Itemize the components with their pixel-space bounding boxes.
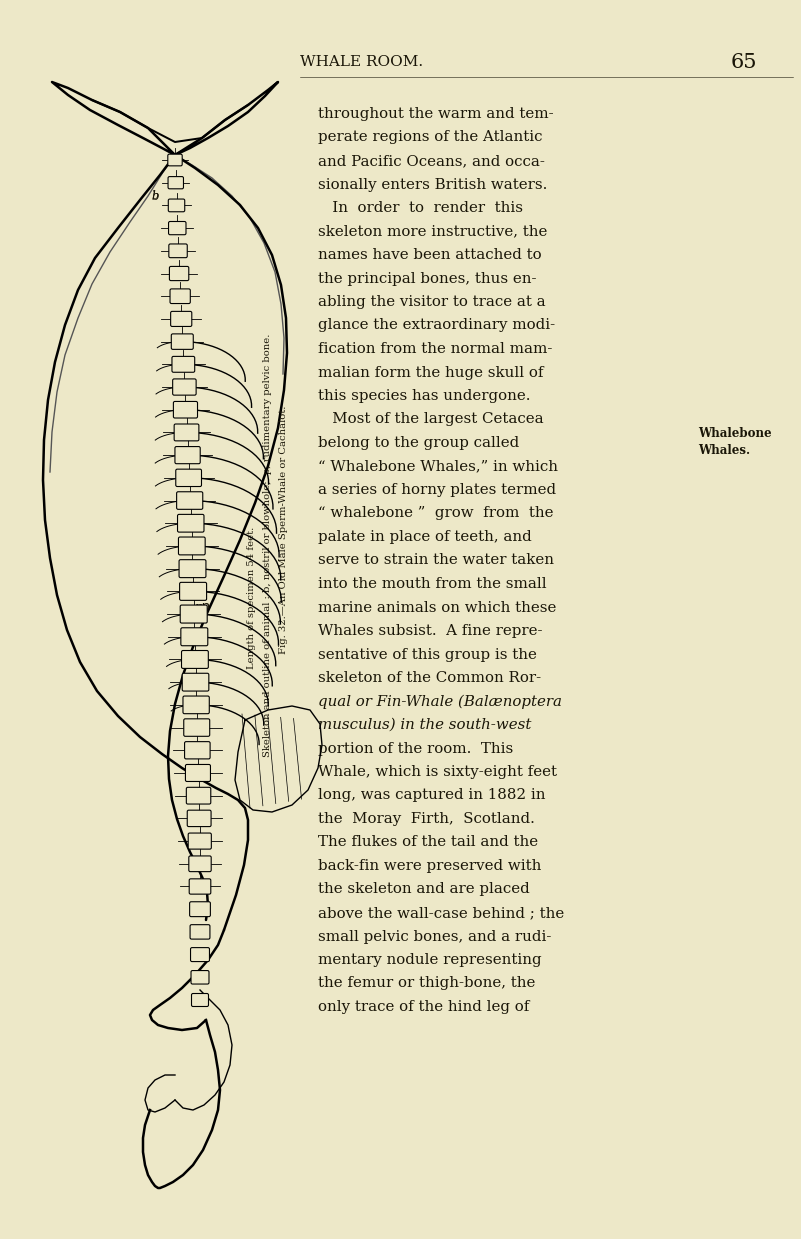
Text: long, was captured in 1882 in: long, was captured in 1882 in — [318, 788, 545, 803]
FancyBboxPatch shape — [181, 628, 207, 646]
Text: $p$: $p$ — [200, 601, 210, 616]
FancyBboxPatch shape — [171, 311, 191, 326]
Text: perate regions of the Atlantic: perate regions of the Atlantic — [318, 130, 542, 145]
Text: only trace of the hind leg of: only trace of the hind leg of — [318, 1000, 529, 1014]
Text: marine animals on which these: marine animals on which these — [318, 601, 557, 615]
Text: skeleton of the Common Ror-: skeleton of the Common Ror- — [318, 672, 541, 685]
FancyBboxPatch shape — [173, 379, 196, 395]
FancyBboxPatch shape — [183, 696, 209, 714]
FancyBboxPatch shape — [187, 810, 211, 826]
Text: abling the visitor to trace at a: abling the visitor to trace at a — [318, 295, 545, 309]
FancyBboxPatch shape — [169, 244, 187, 258]
Text: portion of the room.  This: portion of the room. This — [318, 741, 513, 756]
Text: sentative of this group is the: sentative of this group is the — [318, 648, 537, 662]
Text: into the mouth from the small: into the mouth from the small — [318, 577, 546, 591]
FancyBboxPatch shape — [182, 673, 209, 691]
FancyBboxPatch shape — [188, 833, 211, 849]
FancyBboxPatch shape — [173, 401, 198, 418]
Text: and Pacific Oceans, and occa-: and Pacific Oceans, and occa- — [318, 154, 545, 169]
FancyBboxPatch shape — [187, 787, 211, 804]
Text: b: b — [151, 191, 159, 201]
Text: Whales subsist.  A fine repre-: Whales subsist. A fine repre- — [318, 624, 542, 638]
Text: mentary nodule representing: mentary nodule representing — [318, 953, 541, 966]
FancyBboxPatch shape — [191, 970, 209, 984]
FancyBboxPatch shape — [189, 856, 211, 871]
FancyBboxPatch shape — [180, 605, 207, 623]
FancyBboxPatch shape — [170, 266, 189, 280]
Text: names have been attached to: names have been attached to — [318, 248, 541, 261]
FancyBboxPatch shape — [179, 560, 206, 577]
Text: the  Moray  Firth,  Scotland.: the Moray Firth, Scotland. — [318, 812, 535, 826]
Text: “ whalebone ”  grow  from  the: “ whalebone ” grow from the — [318, 507, 553, 520]
FancyBboxPatch shape — [172, 357, 195, 372]
Text: the skeleton and are placed: the skeleton and are placed — [318, 882, 529, 897]
Text: back-fin were preserved with: back-fin were preserved with — [318, 859, 541, 873]
Text: musculus) in the south-west: musculus) in the south-west — [318, 717, 531, 732]
FancyBboxPatch shape — [175, 470, 202, 487]
FancyBboxPatch shape — [168, 199, 185, 212]
Text: Most of the largest Cetacea: Most of the largest Cetacea — [318, 413, 544, 426]
Text: qual or Fin-Whale (Balænoptera: qual or Fin-Whale (Balænoptera — [318, 695, 562, 709]
Text: sionally enters British waters.: sionally enters British waters. — [318, 177, 547, 192]
Text: WHALE ROOM.: WHALE ROOM. — [300, 55, 423, 69]
FancyBboxPatch shape — [177, 492, 203, 509]
FancyBboxPatch shape — [191, 994, 208, 1006]
FancyBboxPatch shape — [182, 650, 208, 668]
Text: small pelvic bones, and a rudi-: small pelvic bones, and a rudi- — [318, 929, 551, 944]
Text: this species has undergone.: this species has undergone. — [318, 389, 530, 403]
FancyBboxPatch shape — [186, 764, 211, 782]
FancyBboxPatch shape — [171, 333, 193, 349]
FancyBboxPatch shape — [170, 289, 191, 304]
Text: The flukes of the tail and the: The flukes of the tail and the — [318, 835, 538, 850]
Text: Whale, which is sixty-eight feet: Whale, which is sixty-eight feet — [318, 764, 557, 779]
Text: “ Whalebone Whales,” in which: “ Whalebone Whales,” in which — [318, 460, 558, 473]
Text: palate in place of teeth, and: palate in place of teeth, and — [318, 530, 532, 544]
FancyBboxPatch shape — [174, 424, 199, 441]
Text: above the wall-case behind ; the: above the wall-case behind ; the — [318, 906, 564, 921]
FancyBboxPatch shape — [179, 536, 205, 555]
Text: Skeleton and outline of animal : b, nostril or blowhole;  p, rudimentary pelvic : Skeleton and outline of animal : b, nost… — [264, 333, 272, 757]
FancyBboxPatch shape — [175, 446, 200, 463]
FancyBboxPatch shape — [184, 742, 210, 760]
FancyBboxPatch shape — [191, 948, 210, 961]
Text: b: b — [151, 190, 159, 202]
Text: belong to the group called: belong to the group called — [318, 436, 519, 450]
Text: Whalebone
Whales.: Whalebone Whales. — [698, 427, 771, 457]
Text: Fig. 32.—An Old Male Sperm-Whale or Cachalot.: Fig. 32.—An Old Male Sperm-Whale or Cach… — [280, 406, 288, 654]
FancyBboxPatch shape — [190, 924, 210, 939]
Text: glance the extraordinary modi-: glance the extraordinary modi- — [318, 318, 555, 332]
FancyBboxPatch shape — [183, 719, 210, 736]
FancyBboxPatch shape — [167, 154, 182, 166]
FancyBboxPatch shape — [178, 514, 204, 532]
Text: 65: 65 — [731, 52, 757, 72]
Text: Length of specimen 54 feet.: Length of specimen 54 feet. — [248, 527, 256, 669]
Text: fication from the normal mam-: fication from the normal mam- — [318, 342, 553, 356]
Text: the principal bones, thus en-: the principal bones, thus en- — [318, 271, 537, 285]
Text: throughout the warm and tem-: throughout the warm and tem- — [318, 107, 553, 121]
Text: a series of horny plates termed: a series of horny plates termed — [318, 483, 556, 497]
Text: In  order  to  render  this: In order to render this — [318, 201, 523, 216]
Text: serve to strain the water taken: serve to strain the water taken — [318, 554, 554, 567]
FancyBboxPatch shape — [190, 902, 211, 917]
FancyBboxPatch shape — [189, 878, 211, 895]
Text: skeleton more instructive, the: skeleton more instructive, the — [318, 224, 547, 238]
Text: the femur or thigh-bone, the: the femur or thigh-bone, the — [318, 976, 535, 990]
FancyBboxPatch shape — [179, 582, 207, 601]
FancyBboxPatch shape — [168, 222, 186, 234]
Text: p: p — [194, 601, 202, 615]
FancyBboxPatch shape — [168, 177, 183, 188]
Text: malian form the huge skull of: malian form the huge skull of — [318, 366, 544, 379]
